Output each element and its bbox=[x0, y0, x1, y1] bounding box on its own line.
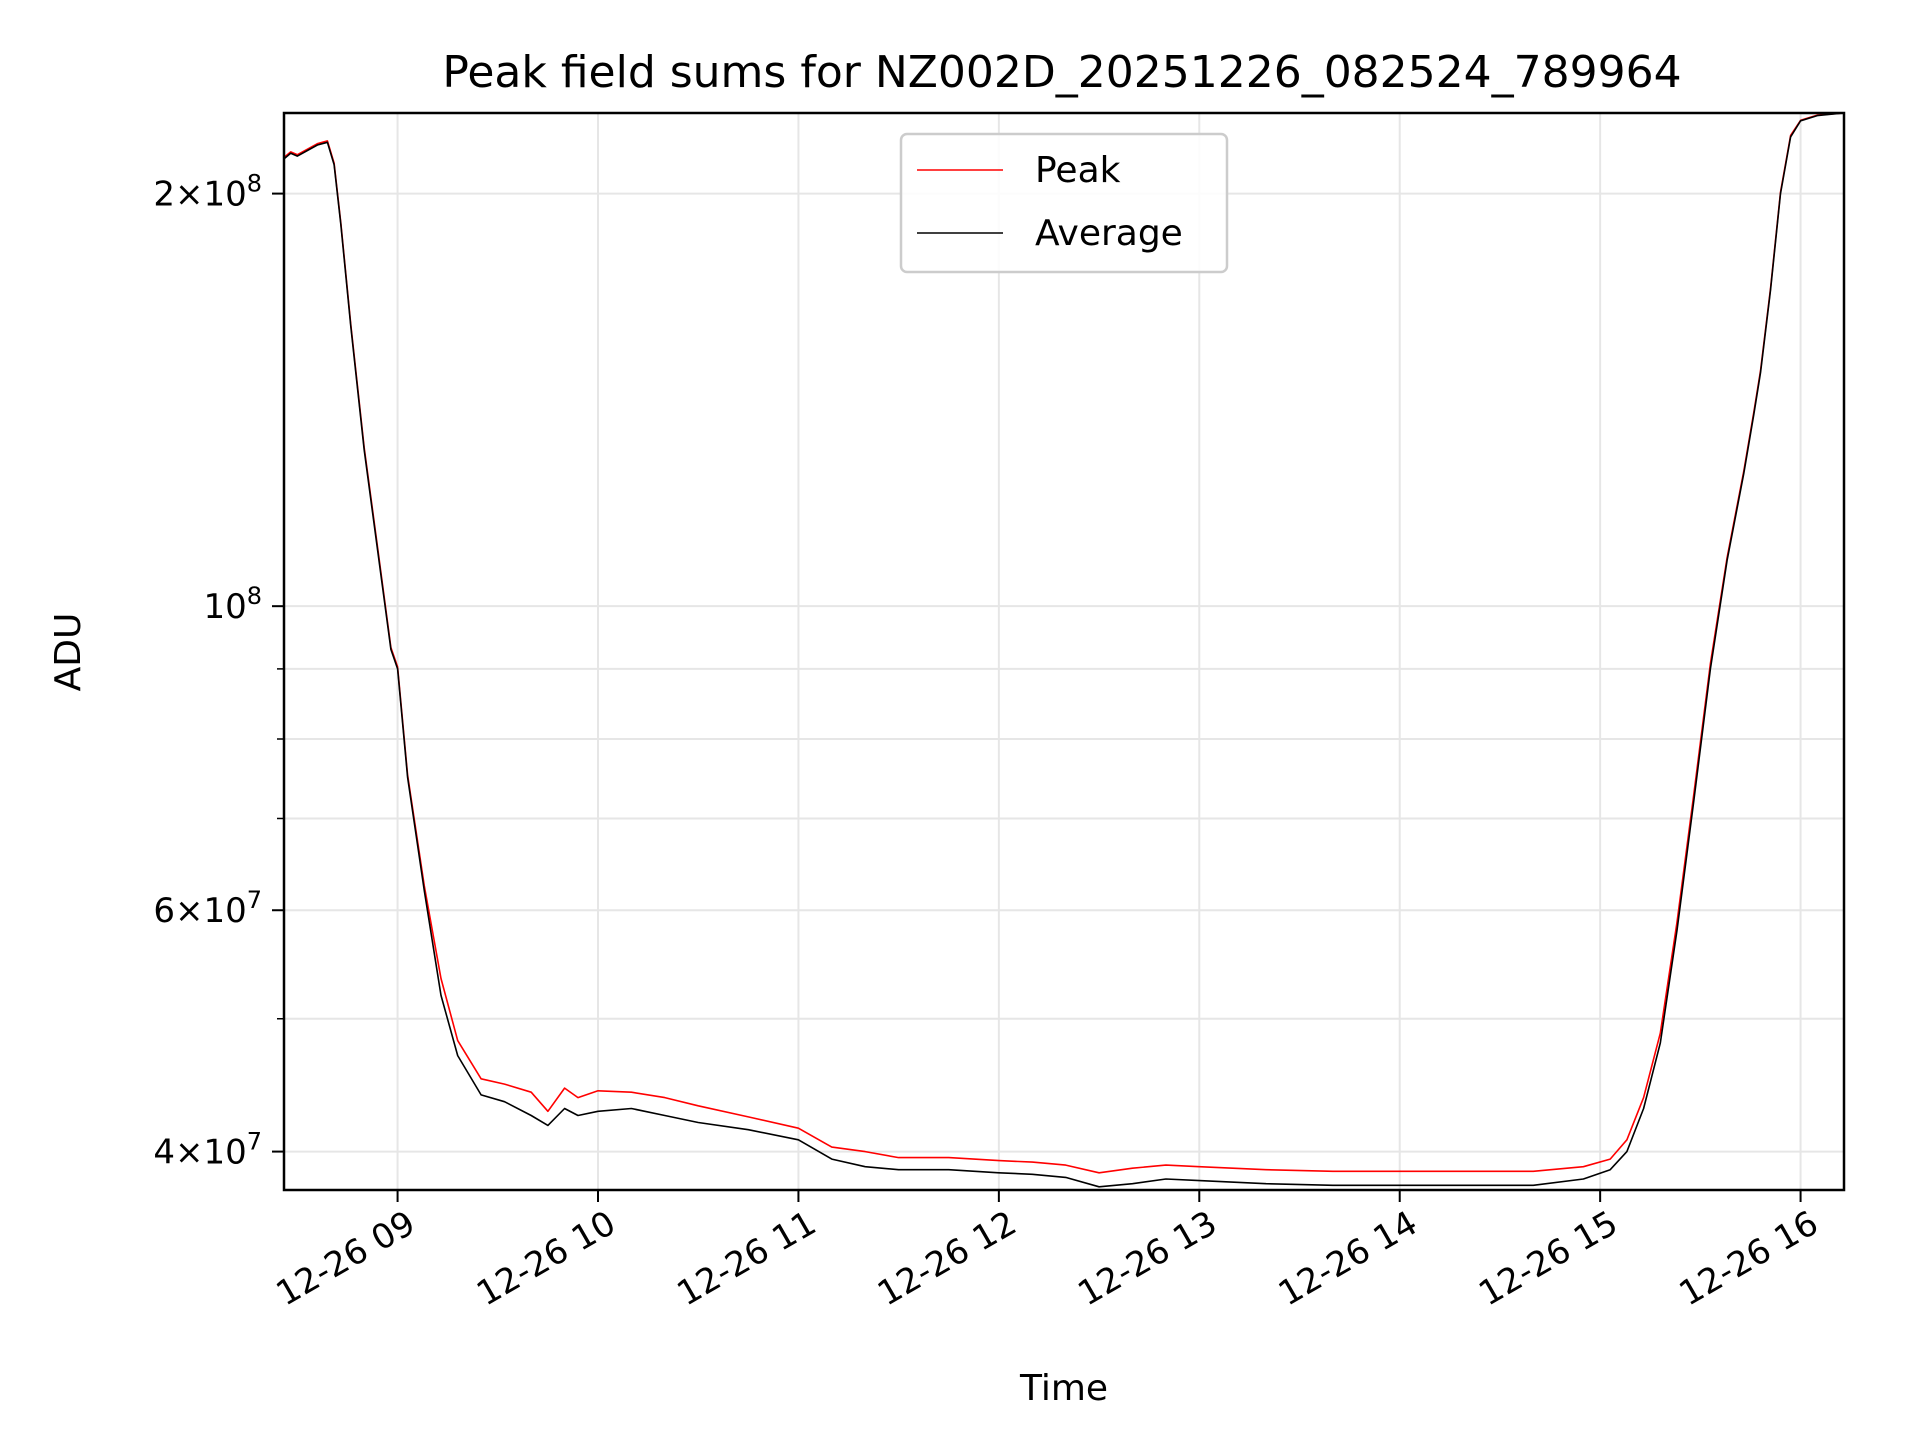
chart-title: Peak field sums for NZ002D_20251226_0825… bbox=[442, 47, 1681, 98]
y-tick-label: 2×108 bbox=[153, 170, 262, 215]
y-tick-label: 108 bbox=[203, 582, 262, 627]
legend: Peak Average bbox=[899, 132, 1229, 274]
series-layer bbox=[283, 112, 1845, 1188]
series-line-average bbox=[283, 112, 1845, 1188]
y-tick-label: 4×107 bbox=[153, 1128, 262, 1173]
x-axis-label: Time bbox=[1019, 1368, 1108, 1409]
legend-box bbox=[899, 132, 1229, 274]
grid-layer bbox=[284, 113, 1844, 1190]
plot-frame bbox=[282, 111, 1846, 1192]
legend-label-peak: Peak bbox=[1035, 150, 1121, 191]
y-tick-label: 6×107 bbox=[153, 886, 262, 931]
y-axis-label: ADU bbox=[48, 613, 89, 692]
legend-label-average: Average bbox=[1035, 213, 1183, 254]
